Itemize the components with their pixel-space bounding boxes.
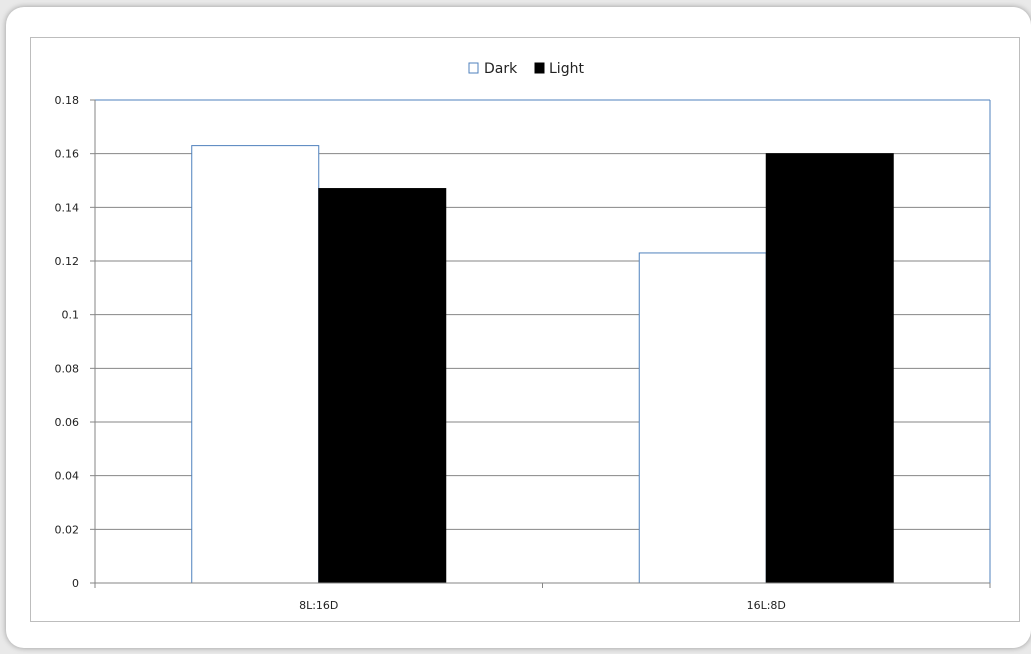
y-axis-labels: 0 0.02 0.04 0.06 0.08 0.1 0.12 0.14 0.16 0.18 (55, 94, 80, 590)
y-tick-label: 0.14 (55, 201, 80, 214)
axes (94, 99, 991, 588)
y-tick-label: 0 (72, 577, 79, 590)
x-tick-label: 8L:16D (299, 599, 338, 612)
x-tick-label: 16L:8D (747, 599, 786, 612)
bar-light-1 (765, 153, 894, 584)
y-tick-label: 0.12 (55, 255, 80, 268)
legend: Dark Light (468, 61, 584, 77)
y-tick-label: 0.06 (55, 416, 80, 429)
bars (191, 145, 894, 584)
y-tick-label: 0.16 (55, 148, 80, 161)
x-axis-labels: 8L:16D 16L:8D (299, 599, 786, 612)
legend-swatch-light (534, 62, 545, 74)
y-tick-label: 0.04 (55, 470, 80, 483)
bar-dark-0 (191, 145, 320, 584)
y-tick-label: 0.02 (55, 523, 80, 536)
y-tick-label: 0.18 (55, 94, 80, 107)
legend-label-light: Light (549, 61, 584, 77)
legend-swatch-dark (468, 62, 479, 74)
bar-light-0 (318, 188, 447, 584)
y-tick-label: 0.1 (62, 309, 80, 322)
bar-dark-1 (638, 252, 767, 584)
y-tick-label: 0.08 (55, 362, 80, 375)
legend-label-dark: Dark (484, 61, 518, 77)
